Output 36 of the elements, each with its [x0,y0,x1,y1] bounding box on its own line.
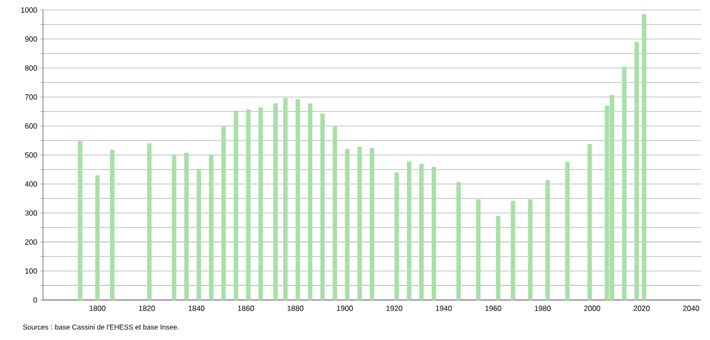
bar [184,152,189,300]
bar [634,42,639,300]
bar [246,109,251,300]
bar [565,162,570,300]
bar [332,126,338,300]
bar [622,66,627,300]
bar [357,146,362,300]
bar [273,103,278,300]
bar [345,148,350,300]
bar [496,216,500,300]
bar [221,126,226,300]
bar [283,98,288,300]
bar [320,114,325,300]
bar [510,200,516,300]
bar [406,161,412,300]
bar [172,154,176,300]
bar [370,148,374,300]
bar [394,172,399,300]
bar [587,144,592,300]
bar [234,110,238,300]
bar [208,154,214,300]
bar [110,150,114,300]
bar [456,182,461,300]
bar [419,164,424,300]
bar [258,107,263,300]
bar [95,175,100,300]
bar [545,180,550,300]
bar [476,199,481,300]
bar [196,169,202,300]
bar [308,103,312,300]
bar [432,166,436,300]
bar [296,99,300,300]
bar [78,141,82,300]
bar [147,143,152,300]
bar [528,199,533,300]
bar [642,14,646,300]
